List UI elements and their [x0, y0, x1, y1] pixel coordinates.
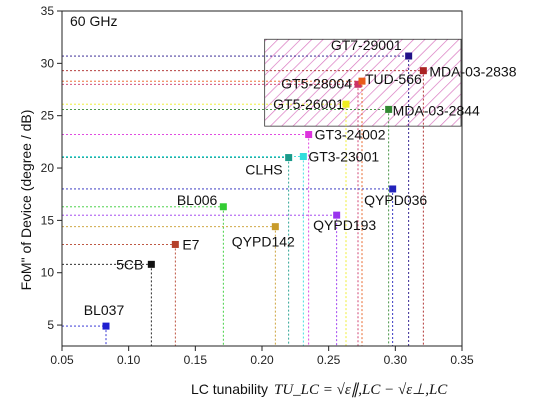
y-tick-label: 35: [41, 4, 55, 18]
point-gt5-26001: [342, 100, 350, 108]
label-e7: E7: [182, 236, 199, 252]
label-5cb: 5CB: [116, 256, 143, 272]
point-mda-03-2844: [385, 105, 393, 113]
label-gt3-24002: GT3-24002: [315, 127, 386, 143]
x-axis: 0.05 0.10 0.15 0.20 0.25 0.30 0.35: [50, 346, 474, 367]
y-axis-title: FoM" of Device (degree / dB): [18, 110, 34, 291]
y-axis: 5 10 15 20 25 30 35: [41, 4, 62, 332]
label-gt5-28004: GT5-28004: [281, 75, 352, 91]
label-tud-566: TUD-566: [365, 71, 422, 87]
label-qypd036: QYPD036: [364, 192, 427, 208]
point-gt7-29001: [405, 52, 413, 60]
point-bl006: [219, 203, 227, 211]
label-gt7-29001: GT7-29001: [331, 37, 402, 53]
point-5cb: [147, 260, 155, 268]
x-tick-label: 0.25: [317, 353, 341, 367]
y-tick-label: 25: [41, 109, 55, 123]
x-tick-label: 0.05: [50, 353, 74, 367]
label-gt3-23001: GT3-23001: [308, 149, 379, 165]
frequency-annotation: 60 GHz: [70, 13, 117, 29]
x-tick-label: 0.10: [117, 353, 141, 367]
point-gt3-23001: [299, 153, 307, 161]
label-mda-03-2838: MDA-03-2838: [429, 64, 516, 80]
point-qypd142: [271, 223, 279, 231]
label-qypd142: QYPD142: [232, 234, 295, 250]
x-axis-title: LC tunability: [191, 381, 268, 397]
point-qypd193: [333, 211, 341, 219]
y-tick-label: 10: [41, 266, 55, 280]
y-tick-label: 5: [47, 318, 54, 332]
label-bl006: BL006: [177, 192, 218, 208]
point-gt3-24002: [305, 131, 313, 139]
label-clhs: CLHS: [245, 162, 282, 178]
point-tud-566: [358, 77, 366, 85]
label-bl037: BL037: [84, 302, 125, 318]
label-gt5-26001: GT5-26001: [273, 96, 344, 112]
point-gt5-28004: [354, 80, 362, 88]
y-tick-label: 15: [41, 213, 55, 227]
x-tick-label: 0.15: [184, 353, 208, 367]
point-mda-03-2838: [419, 67, 427, 75]
label-mda-03-2844: MDA-03-2844: [393, 102, 480, 118]
point-e7: [171, 240, 179, 248]
y-tick-label: 20: [41, 161, 55, 175]
x-tick-label: 0.20: [250, 353, 274, 367]
x-tick-label: 0.35: [450, 353, 474, 367]
x-axis-formula: TU_LC = √ε∥,LC − √ε⊥,LC: [274, 382, 448, 398]
point-qypd036: [389, 185, 397, 193]
point-clhs: [285, 154, 293, 162]
point-bl037: [102, 322, 110, 330]
x-tick-label: 0.30: [384, 353, 408, 367]
y-tick-label: 30: [41, 56, 55, 70]
label-qypd193: QYPD193: [313, 217, 376, 233]
